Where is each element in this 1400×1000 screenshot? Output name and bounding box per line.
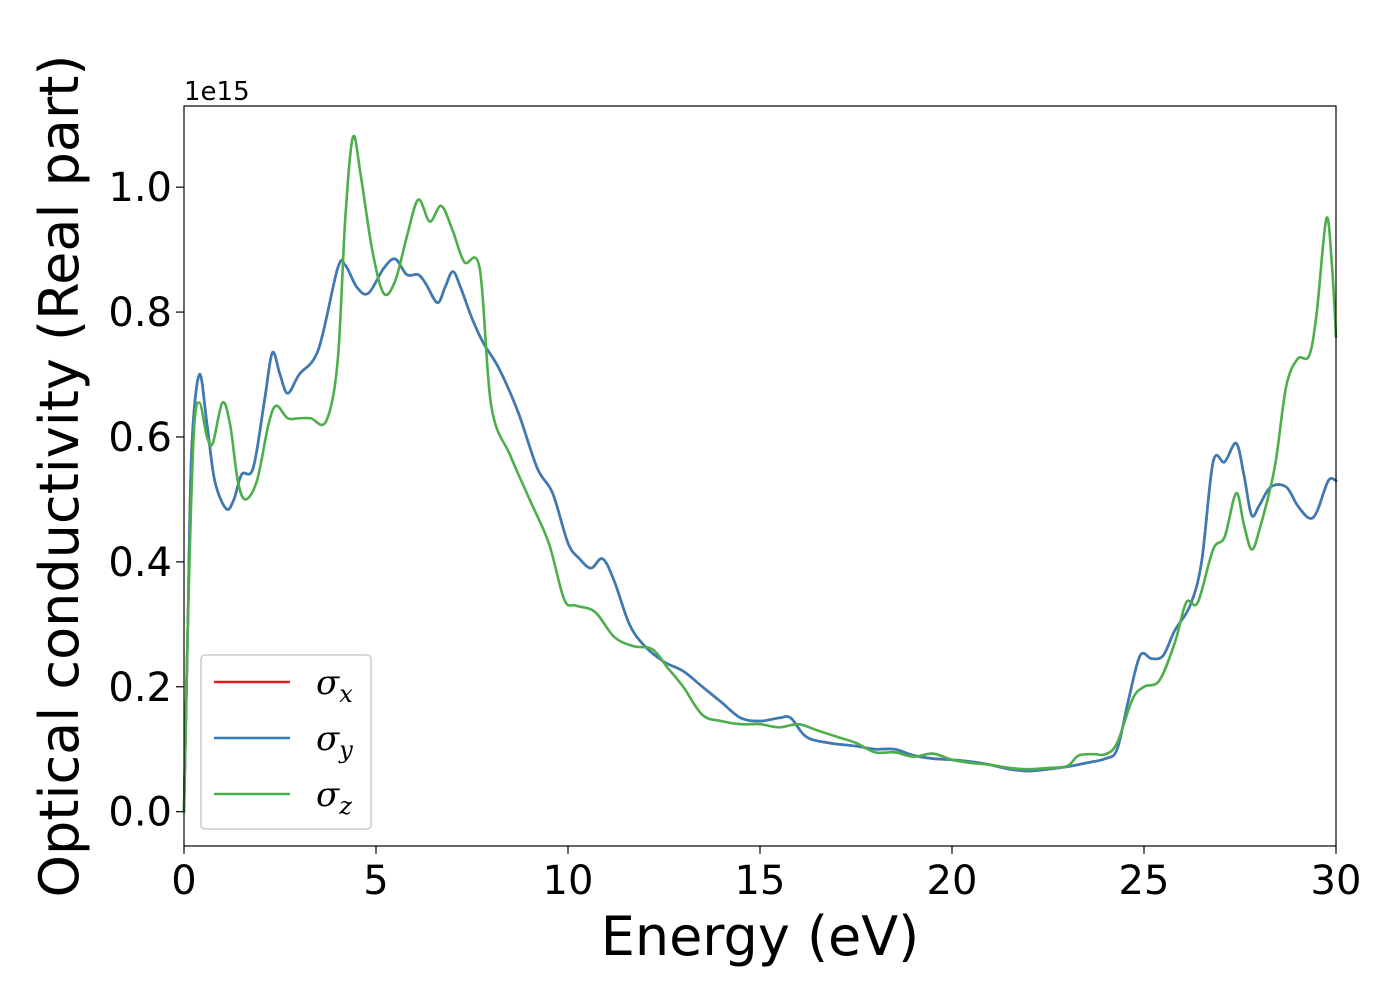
x-tick-label: 20: [927, 858, 978, 904]
y-tick-label: 0.6: [108, 415, 172, 461]
x-axis-label: Energy (eV): [601, 905, 920, 968]
x-tick-label: 5: [363, 858, 388, 904]
y-tick-label: 0.2: [108, 665, 172, 711]
x-tick-label: 30: [1311, 858, 1362, 904]
series-layer: [182, 134, 1338, 813]
plot-background: [184, 106, 1336, 846]
series-line-2: [182, 257, 1338, 813]
x-tick-label: 10: [543, 858, 594, 904]
y-offset-label: 1e15: [184, 77, 250, 107]
legend-label-3: σz: [316, 775, 352, 820]
y-tick-label: 0.4: [108, 540, 172, 586]
y-tick-label: 1.0: [108, 165, 172, 211]
x-tick-label: 15: [735, 858, 786, 904]
x-tick-label: 25: [1119, 858, 1170, 904]
x-tick-label: 0: [171, 858, 196, 904]
y-tick-label: 0.0: [108, 790, 172, 836]
y-tick-label: 0.8: [108, 290, 172, 336]
y-axis-ticks: 0.0 0.2 0.4 0.6 0.8 1.0: [108, 165, 184, 836]
y-axis-label: Optical conductivity (Real part): [28, 55, 91, 898]
legend-frame: [200, 654, 372, 830]
series-line-3: [182, 134, 1338, 813]
legend-label-2: σy: [316, 719, 353, 764]
legend: σx σy σz: [200, 654, 372, 830]
x-axis-ticks: 0 5 10 15 20 25 30: [171, 846, 1361, 904]
legend-label-1: σx: [316, 663, 353, 708]
